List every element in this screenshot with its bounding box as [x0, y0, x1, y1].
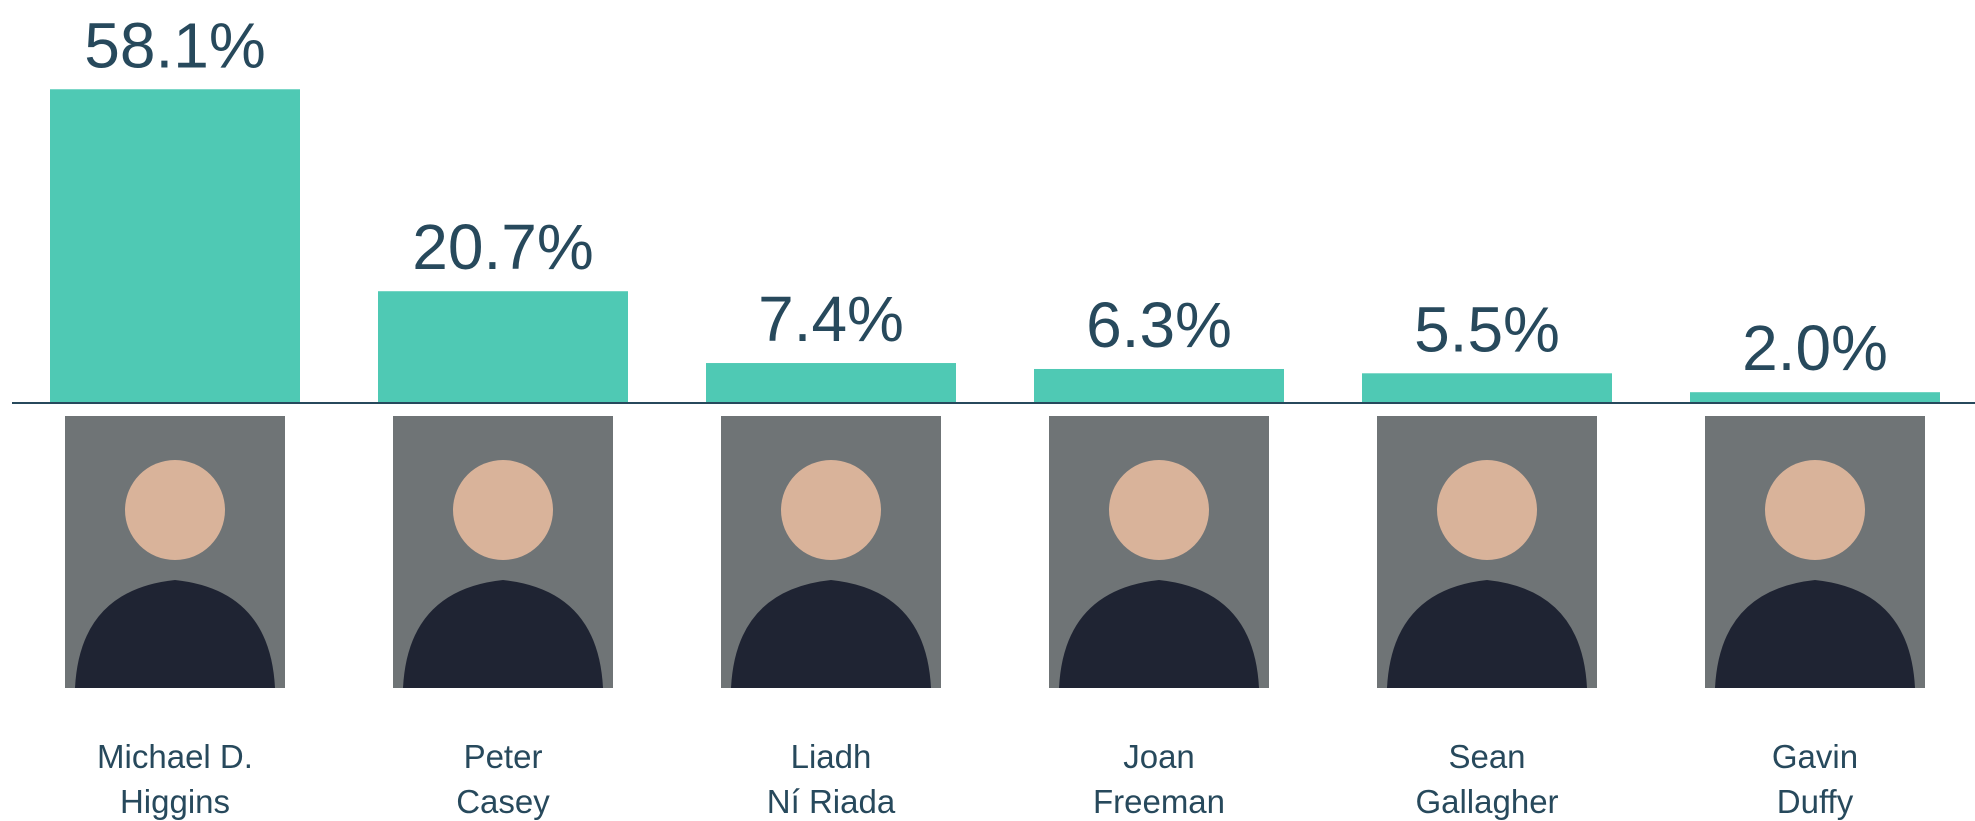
candidate-name: Joan — [1123, 738, 1195, 775]
bar — [1034, 368, 1284, 403]
value-label: 6.3% — [1086, 289, 1232, 361]
candidate-name: Freeman — [1093, 783, 1225, 820]
photo-body — [1387, 580, 1587, 688]
candidate-name: Gallagher — [1415, 783, 1558, 820]
photo-head — [453, 460, 553, 560]
photo-body — [403, 580, 603, 688]
candidate-photo — [393, 416, 613, 688]
candidate-photo — [65, 416, 285, 688]
value-label: 7.4% — [758, 283, 904, 355]
candidate-name: Peter — [464, 738, 543, 775]
candidate-name: Gavin — [1772, 738, 1858, 775]
value-label: 58.1% — [84, 9, 265, 81]
value-label: 20.7% — [412, 211, 593, 283]
bar — [378, 291, 628, 403]
candidate-name: Ní Riada — [767, 783, 896, 820]
candidate-name: Higgins — [120, 783, 230, 820]
bar — [1690, 392, 1940, 403]
photo-head — [781, 460, 881, 560]
photo-head — [125, 460, 225, 560]
bar — [50, 89, 300, 403]
photo-body — [75, 580, 275, 688]
photo-body — [731, 580, 931, 688]
bar — [1362, 373, 1612, 403]
candidate-name: Sean — [1448, 738, 1525, 775]
value-label: 5.5% — [1414, 293, 1560, 365]
value-label: 2.0% — [1742, 312, 1888, 384]
candidate-name: Casey — [456, 783, 550, 820]
candidate-name: Liadh — [791, 738, 872, 775]
candidate-name: Michael D. — [97, 738, 253, 775]
candidate-photo — [1705, 416, 1925, 688]
candidate-photo — [721, 416, 941, 688]
candidate-photo — [1049, 416, 1269, 688]
photo-body — [1715, 580, 1915, 688]
bar — [706, 363, 956, 403]
candidate-name: Duffy — [1777, 783, 1854, 820]
photo-head — [1437, 460, 1537, 560]
photo-body — [1059, 580, 1259, 688]
photo-head — [1765, 460, 1865, 560]
candidate-photo — [1377, 416, 1597, 688]
photo-head — [1109, 460, 1209, 560]
